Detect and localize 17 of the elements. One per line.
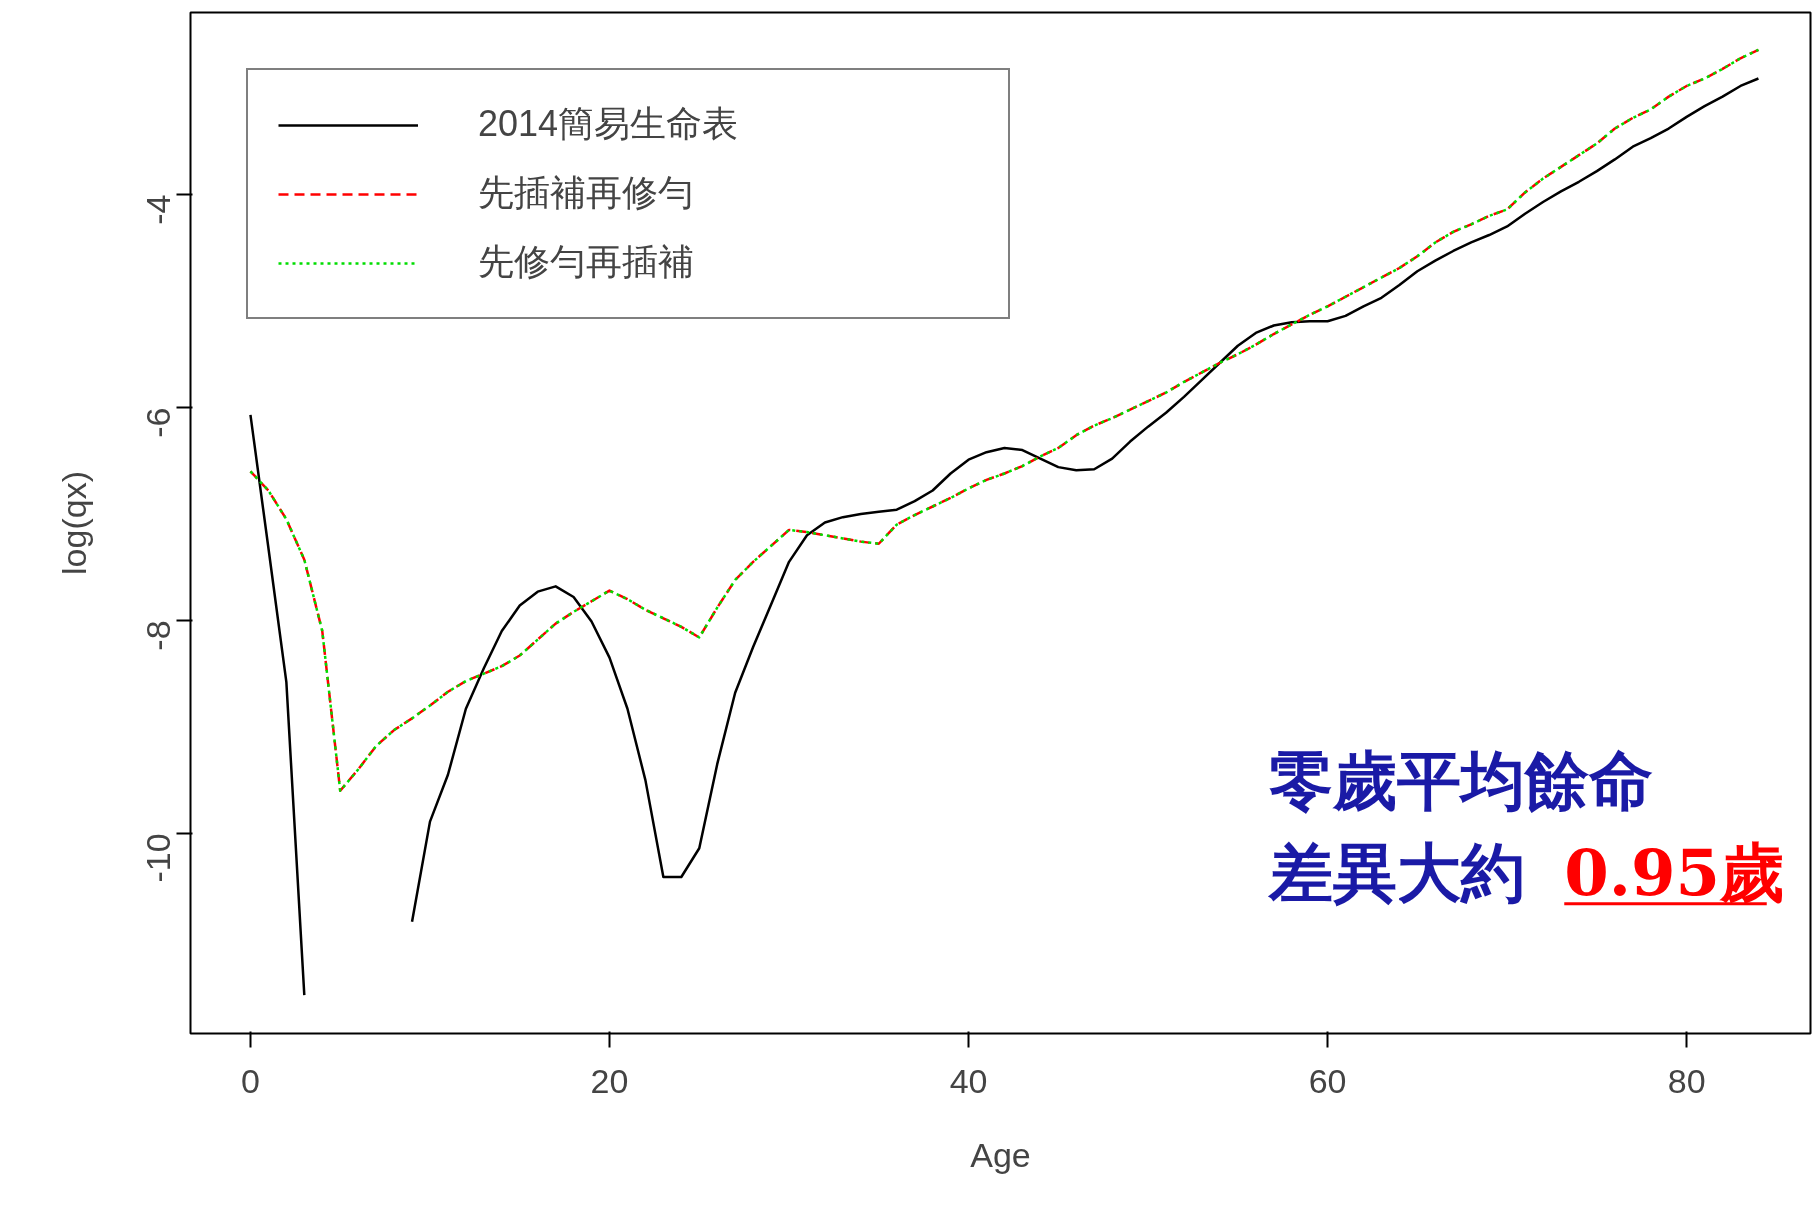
legend-label: 2014簡易生命表 <box>478 102 740 146</box>
y-tick-label: -10 <box>139 833 177 883</box>
legend-label: 先插補再修勻 <box>478 171 695 215</box>
annotation: 零歲平均餘命 <box>1269 742 1654 818</box>
legend-label: 先修勻再插補 <box>478 240 695 284</box>
x-tick-label: 20 <box>590 1061 629 1100</box>
y-tick-label: -8 <box>139 620 177 651</box>
y-tick-label: -4 <box>139 194 177 225</box>
annotation: 差異大約 <box>1267 835 1526 911</box>
x-axis-title: Age <box>970 1135 1031 1174</box>
x-tick-label: 60 <box>1308 1061 1347 1100</box>
x-tick-label: 80 <box>1667 1061 1706 1100</box>
x-tick-label: 0 <box>241 1061 260 1100</box>
y-axis-title: log(qx) <box>54 471 93 575</box>
annotation: 0.95歲 <box>1564 835 1785 911</box>
y-tick-label: -6 <box>139 407 177 438</box>
x-tick-label: 40 <box>949 1061 988 1100</box>
